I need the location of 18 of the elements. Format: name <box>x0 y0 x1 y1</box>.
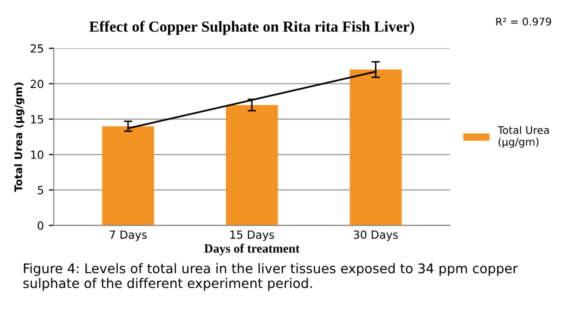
x-tick-label: 30 Days <box>354 230 398 242</box>
y-tick-label: 5 <box>38 186 44 194</box>
y-tick-label: 20 <box>30 80 44 88</box>
chart-title: Effect of Copper Sulphate on Rita rita Fish Liver) <box>89 20 414 35</box>
x-axis-title: Days of treatment <box>204 244 300 256</box>
y-tick-label: 15 <box>31 115 44 124</box>
y-tick-label: 25 <box>30 44 44 53</box>
y-tick-label: 10 <box>31 150 44 159</box>
text: R² = 0.979 <box>496 18 552 26</box>
bar <box>350 70 402 226</box>
legend-label: Total Urea (µg/gm) <box>498 126 549 148</box>
bar <box>102 126 154 226</box>
caption: Figure 4: Levels of total urea in the liver tissues exposed to 34 ppm copper sulphate of the different experiment period. <box>23 263 518 291</box>
y-tick-label: 0 <box>38 221 44 230</box>
bar <box>226 104 278 226</box>
x-tick-label: 15 Days <box>230 230 274 242</box>
y-axis-title: Total Urea (µg/gm) <box>14 82 24 192</box>
x-tick-label: 7 Days <box>110 230 147 242</box>
